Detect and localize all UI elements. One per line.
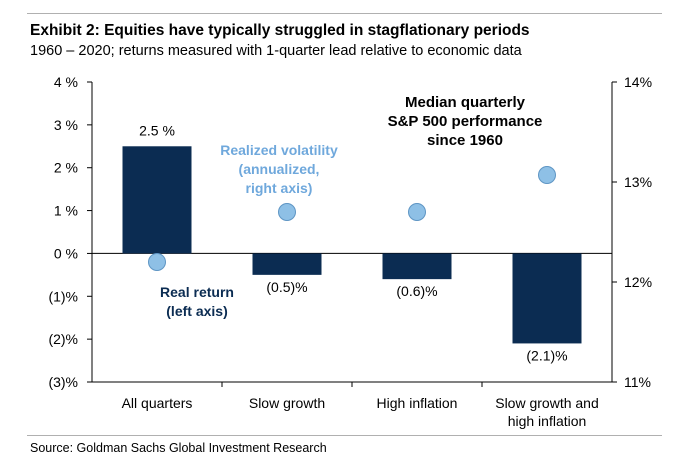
left-axis-tick-label: (3)%: [48, 374, 78, 390]
exhibit-subtitle: 1960 – 2020; returns measured with 1-qua…: [30, 43, 522, 59]
right-axis-tick-label: 13%: [624, 174, 652, 190]
bar: [512, 253, 582, 344]
bar-value-label: (0.6)%: [396, 283, 437, 299]
left-axis-tick-label: 0 %: [54, 245, 78, 261]
bar: [252, 253, 322, 275]
bottom-rule: [27, 435, 662, 436]
left-axis-tick-label: (1)%: [48, 288, 78, 304]
x-category-label: Slow growth: [249, 395, 325, 411]
bar-value-label: (2.1)%: [526, 347, 567, 363]
exhibit-title: Exhibit 2: Equities have typically strug…: [30, 22, 530, 39]
x-category-label: Slow growth and: [495, 395, 599, 411]
top-rule: [27, 13, 662, 14]
volatility-marker: [538, 166, 556, 184]
volatility-marker: [408, 203, 426, 221]
chart-title: Median quarterly: [405, 94, 526, 111]
right-axis-tick-label: 12%: [624, 274, 652, 290]
x-category-label: All quarters: [122, 395, 193, 411]
left-axis-tick-label: 4 %: [54, 74, 78, 90]
volatility-marker: [148, 253, 166, 271]
left-axis-tick-label: (2)%: [48, 331, 78, 347]
left-axis-tick-label: 2 %: [54, 160, 78, 176]
volatility-annotation: right axis): [246, 180, 313, 196]
volatility-annotation: Realized volatility: [220, 142, 338, 158]
bar-value-label: (0.5)%: [266, 279, 307, 295]
volatility-annotation: (annualized,: [239, 161, 320, 177]
bar: [122, 146, 192, 254]
x-category-label: high inflation: [508, 413, 587, 429]
chart-title: S&P 500 performance: [388, 113, 543, 130]
real-return-annotation: Real return: [160, 284, 234, 300]
left-axis-tick-label: 3 %: [54, 117, 78, 133]
chart-title: since 1960: [427, 132, 503, 149]
bar: [382, 253, 452, 280]
x-category-label: High inflation: [377, 395, 458, 411]
left-axis-tick-label: 1 %: [54, 203, 78, 219]
real-return-annotation: (left axis): [166, 303, 227, 319]
right-axis-tick-label: 14%: [624, 74, 652, 90]
source-note: Source: Goldman Sachs Global Investment …: [30, 441, 327, 455]
bar-value-label: 2.5 %: [139, 122, 175, 138]
right-axis-tick-label: 11%: [624, 374, 651, 390]
volatility-marker: [278, 203, 296, 221]
